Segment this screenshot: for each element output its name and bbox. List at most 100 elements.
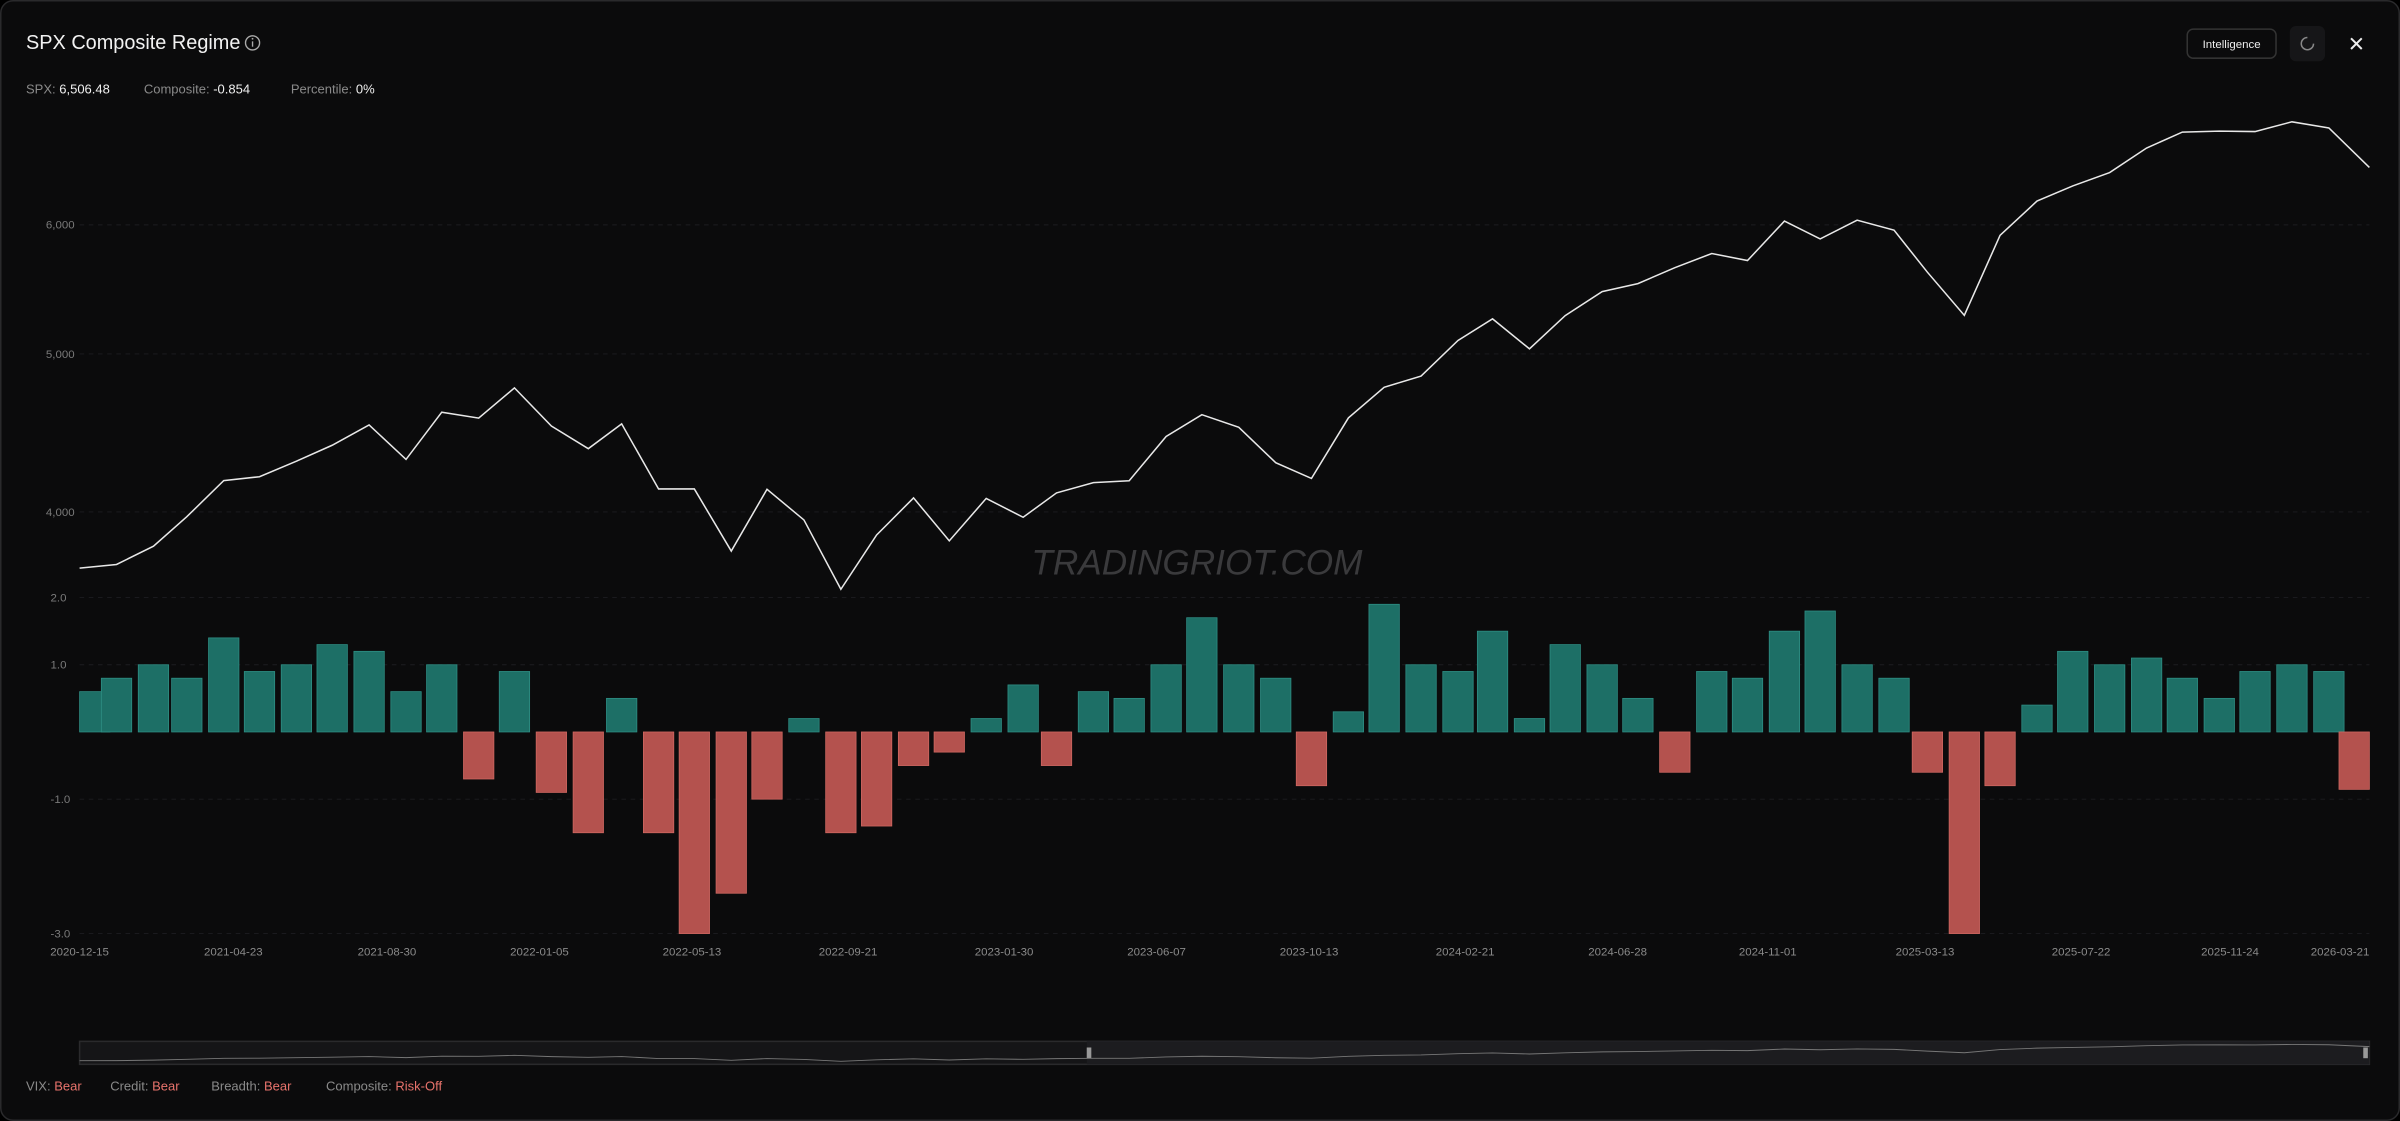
composite-bar	[1878, 677, 1910, 733]
y-tick-label: 1.0	[51, 660, 67, 672]
y-tick-label: -3.0	[51, 928, 71, 940]
composite-bar	[1260, 677, 1292, 733]
navigator[interactable]	[78, 1040, 2371, 1066]
stat-percentile: Percentile: 0%	[291, 81, 375, 96]
x-tick-label: 2023-06-07	[1127, 947, 1186, 959]
composite-bar	[1696, 671, 1728, 733]
x-tick-label: 2026-03-21	[2311, 947, 2370, 959]
composite-bar	[171, 677, 203, 733]
stat-spx: SPX: 6,506.48	[26, 81, 110, 96]
x-tick-label: 2020-12-15	[50, 947, 109, 959]
title: SPX Composite Regime	[26, 32, 240, 54]
x-tick-label: 2021-04-23	[204, 947, 263, 959]
composite-bar	[426, 664, 458, 733]
composite-bar	[1768, 630, 1801, 733]
stat-composite: Composite: -0.854	[144, 81, 250, 96]
composite-bar	[970, 718, 1002, 733]
composite-bar	[243, 671, 276, 733]
composite-bar	[1113, 697, 1145, 733]
composite-bar	[572, 731, 604, 834]
composite-bar	[498, 671, 531, 733]
composite-bar	[715, 731, 747, 894]
x-tick-label: 2024-06-28	[1588, 947, 1647, 959]
composite-bar	[678, 731, 710, 934]
composite-bar	[1731, 677, 1764, 733]
x-tick-label: 2024-02-21	[1436, 947, 1495, 959]
status-breadth: Breadth: Bear	[211, 1078, 292, 1093]
composite-bar	[2166, 677, 2198, 733]
composite-bar	[1040, 731, 1073, 766]
composite-bar	[390, 691, 422, 733]
composite-bar	[2094, 664, 2126, 733]
x-tick-label: 2025-07-22	[2052, 947, 2111, 959]
composite-bar	[861, 731, 893, 827]
composite-bar	[2276, 664, 2308, 733]
composite-bar	[280, 664, 313, 733]
composite-bar	[1513, 718, 1546, 733]
button-label: Intelligence	[2203, 39, 2261, 51]
composite-bar	[1841, 664, 1873, 733]
composite-bar	[316, 644, 348, 733]
x-tick-label: 2023-01-30	[975, 947, 1034, 959]
composite-bar	[463, 731, 495, 780]
composite-bar	[353, 650, 385, 733]
composite-bar	[1295, 731, 1328, 787]
composite-bar	[1332, 711, 1364, 733]
composite-bar	[1586, 664, 1618, 733]
composite-bar	[1405, 664, 1437, 733]
composite-bar	[1442, 671, 1474, 733]
composite-bar	[1368, 603, 1400, 733]
composite-bar	[2239, 671, 2271, 733]
composite-bar	[1077, 691, 1110, 733]
composite-bar	[2338, 731, 2370, 790]
status-composite: Composite: Risk-Off	[326, 1078, 442, 1093]
y-tick-label: 4,000	[46, 507, 75, 519]
navigator-line	[79, 1043, 2370, 1062]
info-icon[interactable]	[244, 35, 261, 51]
composite-bar	[208, 637, 240, 733]
intelligence-button[interactable]: Intelligence	[2186, 28, 2277, 59]
status-credit: Credit: Bear	[110, 1078, 180, 1093]
close-button[interactable]	[2350, 37, 2363, 50]
y-tick-label: 6,000	[46, 220, 75, 232]
x-tick-label: 2025-03-13	[1896, 947, 1955, 959]
composite-bar	[2203, 697, 2235, 733]
composite-bar	[1984, 731, 2016, 787]
y-tick-label: -1.0	[51, 794, 71, 806]
composite-bar	[2131, 657, 2163, 733]
y-tick-label: 2.0	[51, 592, 67, 604]
composite-bar	[1150, 664, 1182, 733]
x-tick-label: 2025-11-24	[2201, 947, 2259, 959]
watermark: TRADINGRIOT.COM	[1031, 543, 1363, 582]
x-tick-label: 2022-01-05	[510, 947, 569, 959]
composite-bar	[1549, 644, 1581, 733]
composite-bar	[1007, 684, 1039, 733]
price-line	[79, 121, 2370, 591]
composite-bar	[2313, 671, 2345, 733]
composite-bar	[1476, 630, 1509, 733]
composite-bar	[788, 718, 820, 733]
composite-bar	[100, 677, 133, 733]
composite-bar	[1622, 697, 1654, 733]
composite-bar	[1948, 731, 1980, 934]
composite-bar	[933, 731, 965, 753]
x-tick-label: 2021-08-30	[358, 947, 417, 959]
composite-bar	[137, 664, 170, 733]
x-tick-label: 2023-10-13	[1280, 947, 1339, 959]
composite-bar	[1911, 731, 1943, 773]
composite-bar	[897, 731, 930, 766]
composite-bar	[1186, 617, 1218, 733]
y-tick-label: 5,000	[46, 349, 75, 361]
status-vix: VIX: Bear	[26, 1078, 82, 1093]
composite-bar	[535, 731, 567, 793]
composite-bar	[825, 731, 857, 834]
composite-bar	[2057, 650, 2089, 733]
x-tick-label: 2022-05-13	[663, 947, 722, 959]
composite-bar	[1223, 664, 1255, 733]
composite-bar	[751, 731, 783, 800]
refresh-button[interactable]	[2289, 26, 2325, 62]
x-tick-label: 2024-11-01	[1739, 947, 1797, 959]
